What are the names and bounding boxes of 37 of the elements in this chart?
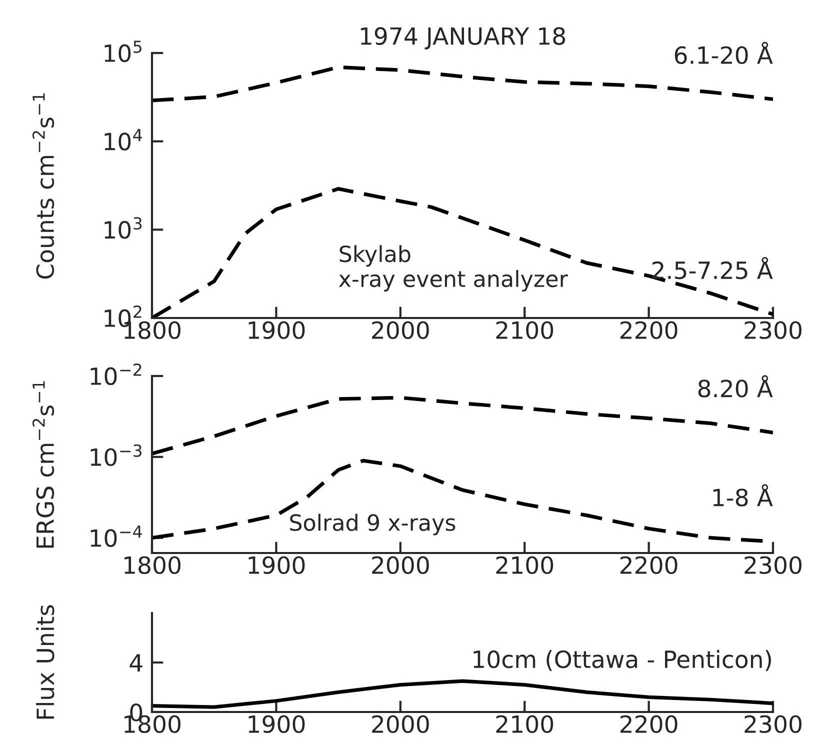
x-tick-label: 2300 xyxy=(744,556,802,574)
y-tick-label: 10$^{4}$ xyxy=(104,129,142,150)
x-tick-label: 2200 xyxy=(620,321,678,340)
x-tick-label: 1900 xyxy=(248,715,305,734)
y-tick-label: 10$^{−4}$ xyxy=(90,526,142,548)
series-label: 2.5-7.25 Å xyxy=(652,256,773,280)
x-tick-label: 1900 xyxy=(248,321,305,340)
y-axis-title: Counts cm$^{−2}$s$^{−1}$ xyxy=(32,93,54,279)
y-axis-title: ERGS cm$^{−2}$s$^{−1}$ xyxy=(32,381,54,548)
line-series xyxy=(152,679,773,709)
annotation: Solrad 9 x-rays xyxy=(290,514,456,536)
x-tick-label: 2300 xyxy=(744,715,802,734)
y-axis-title: Flux Units xyxy=(36,605,54,719)
x-tick-label: 2000 xyxy=(372,321,429,340)
line-series xyxy=(152,65,773,102)
x-tick-label: 2000 xyxy=(372,556,429,574)
x-tick-label: 2100 xyxy=(496,715,554,734)
x-tick-label: 2200 xyxy=(620,556,678,574)
y-tick-label: 10$^{−3}$ xyxy=(90,444,142,466)
y-tick-label: 10$^{5}$ xyxy=(104,40,142,62)
series-label: 1-8 Å xyxy=(713,484,773,506)
x-tick-label: 1900 xyxy=(248,556,305,574)
x-tick-label: 1800 xyxy=(124,556,180,574)
x-tick-label: 2300 xyxy=(744,321,802,340)
series-label: 6.1-20 Å xyxy=(674,42,773,64)
annotation: Skylab x-ray event analyzer xyxy=(338,245,568,292)
line-series xyxy=(152,396,773,456)
x-tick-label: 2100 xyxy=(496,556,554,574)
x-tick-label: 2000 xyxy=(372,715,429,734)
series-label: 8.20 Å xyxy=(698,375,773,398)
x-tick-label: 2100 xyxy=(496,321,554,340)
chart-title: 1974 JANUARY 18 xyxy=(360,27,566,50)
x-tick-label: 2200 xyxy=(620,715,678,734)
y-tick-label: 10$^{−2}$ xyxy=(90,363,142,386)
y-tick-label: 10$^{3}$ xyxy=(104,217,142,239)
y-tick-label: 4 xyxy=(130,654,142,672)
series-label: 10cm (Ottawa - Penticon) xyxy=(474,650,771,671)
